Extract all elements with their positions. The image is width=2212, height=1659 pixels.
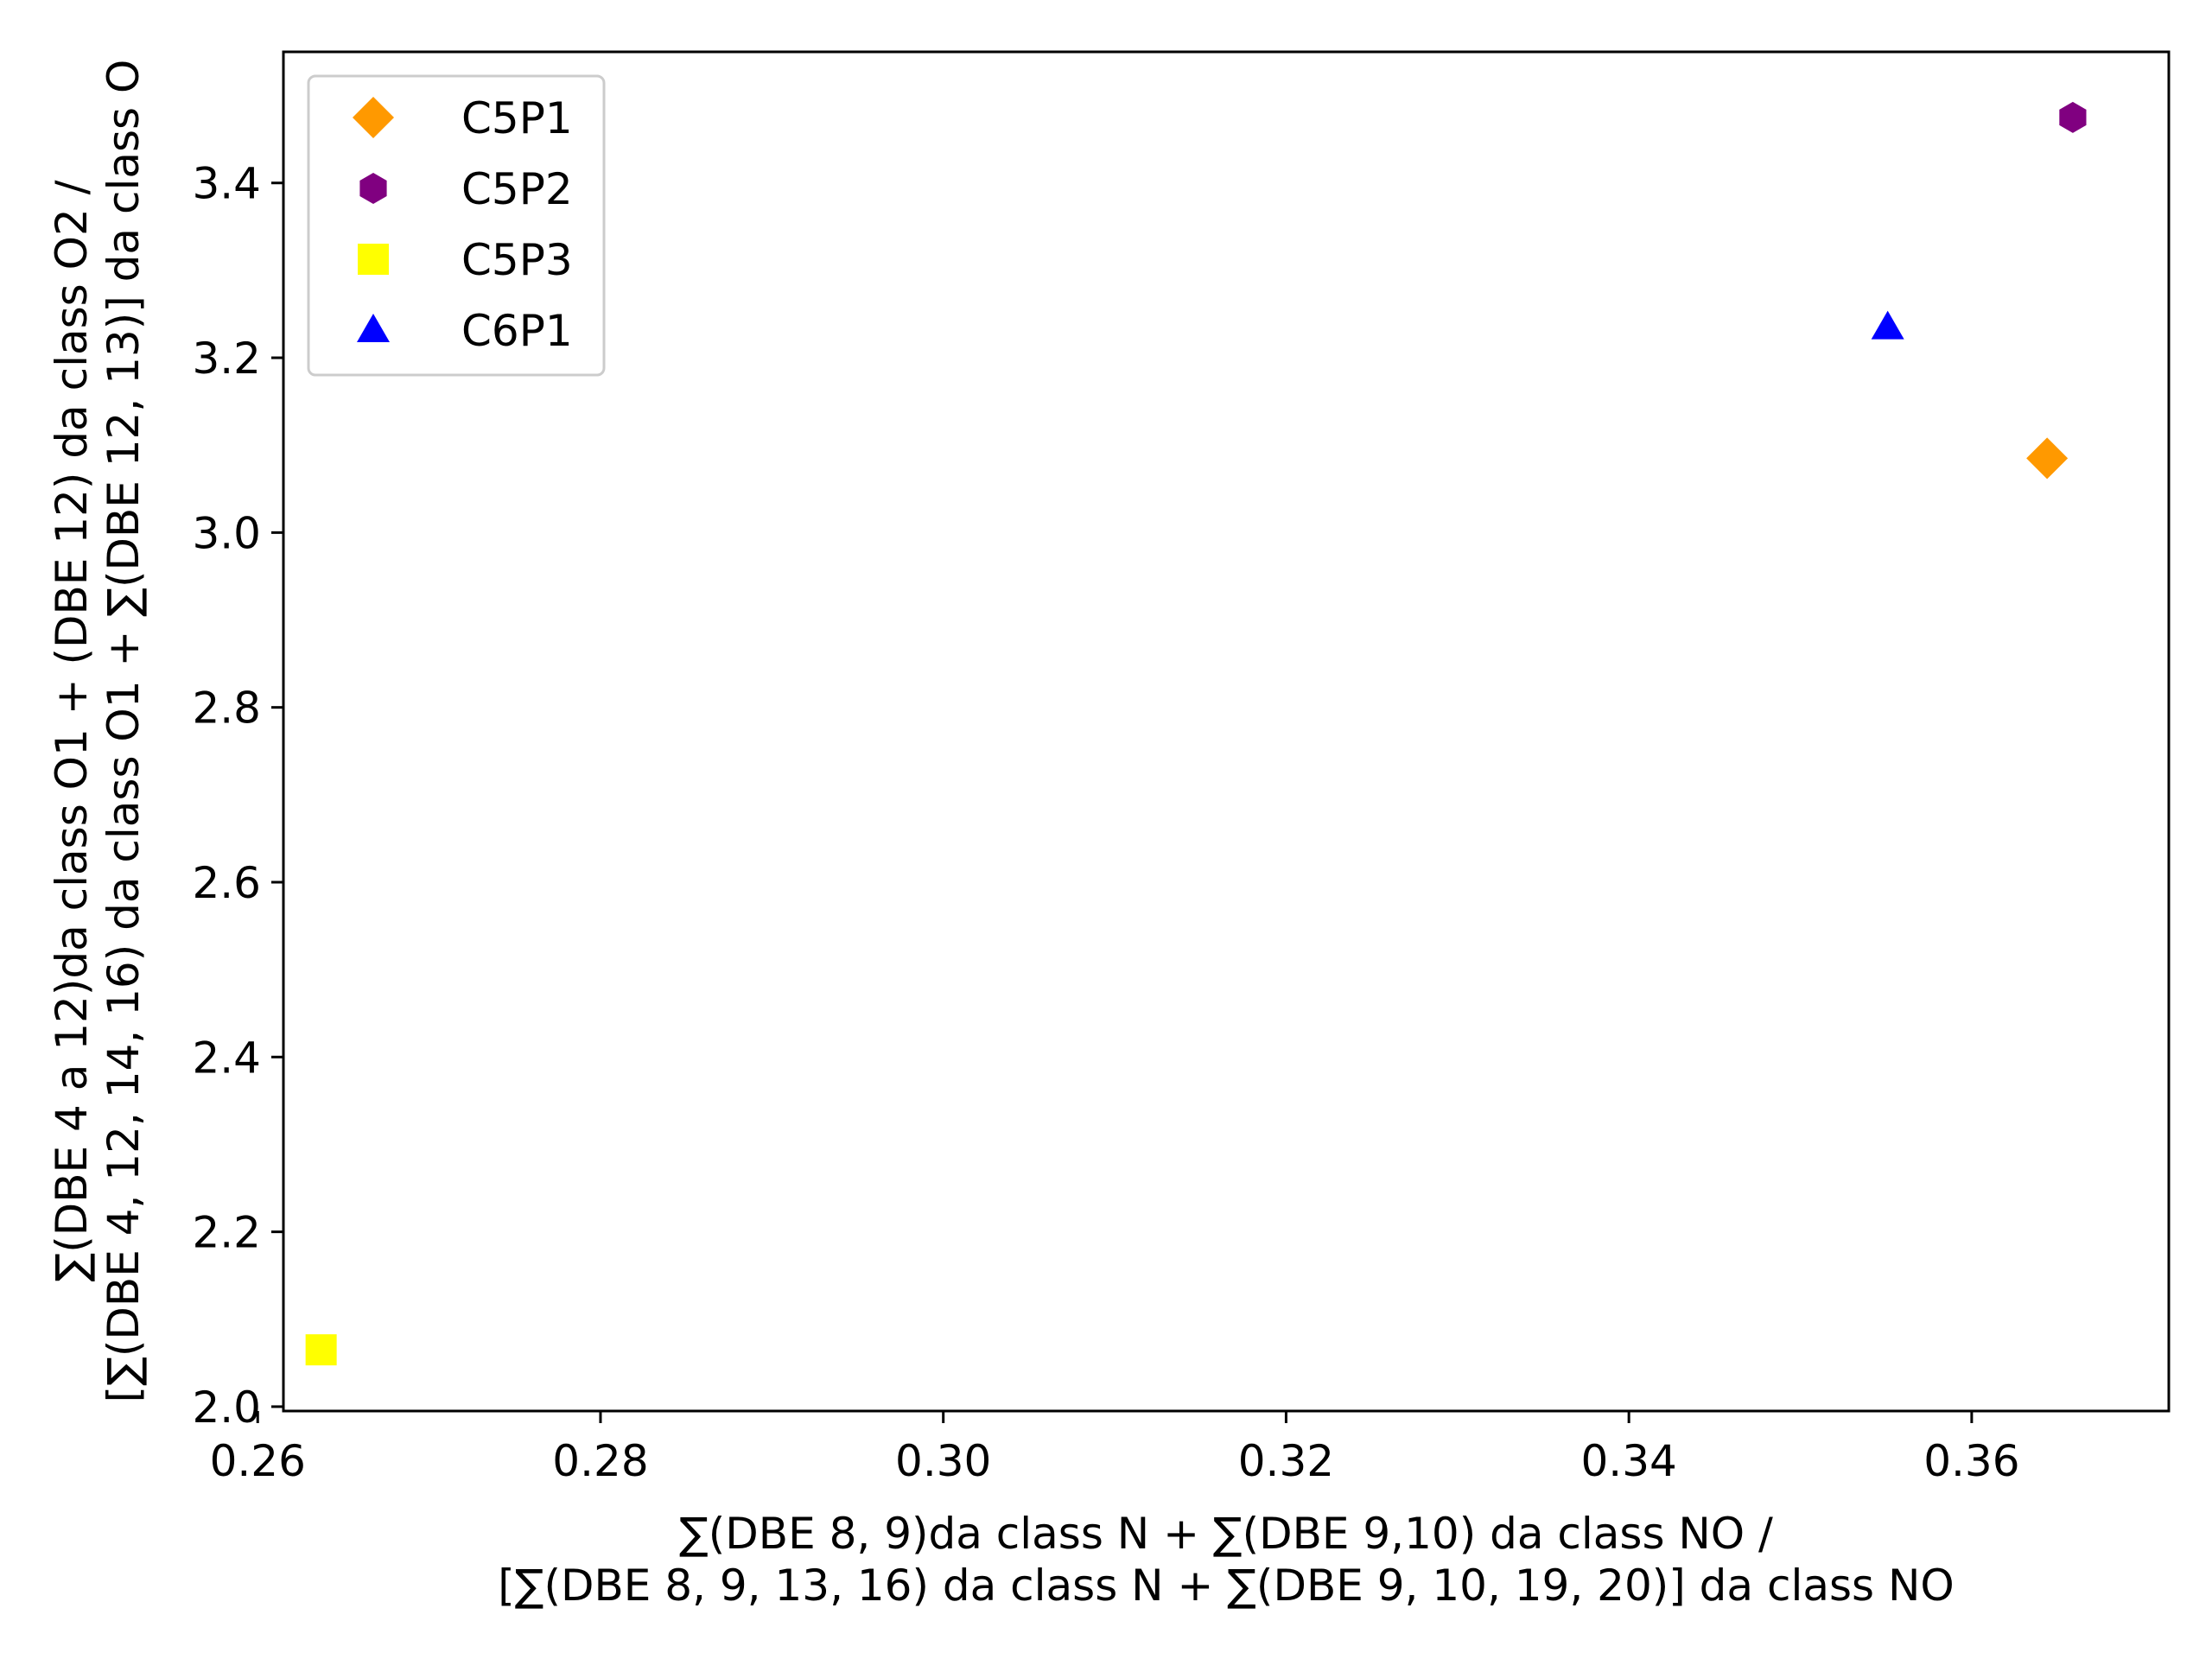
legend-marker-c5p1	[353, 97, 394, 138]
y-tick-label: 3.0	[192, 508, 261, 558]
x-tick-label: 0.30	[895, 1436, 991, 1486]
data-points	[305, 101, 2087, 1366]
legend-label: C5P3	[461, 235, 573, 285]
x-axis: 0.26 0.28 0.30 0.32 0.34 0.36	[210, 1411, 2020, 1486]
y-tick-label: 2.4	[192, 1033, 261, 1083]
x-tick-label: 0.34	[1580, 1436, 1676, 1486]
legend-label: C5P2	[461, 164, 573, 214]
legend-items: C5P1 C5P2 C5P3 C6P1	[353, 93, 573, 356]
data-point-c6p1	[1871, 310, 1904, 340]
y-tick-label: 2.2	[192, 1208, 261, 1258]
data-point-c5p3	[305, 1334, 337, 1366]
y-tick-label: 3.2	[192, 334, 261, 384]
data-point-c5p1	[2026, 437, 2069, 480]
x-tick-label: 0.32	[1238, 1436, 1334, 1486]
y-tick-label: 2.8	[192, 683, 261, 734]
y-tick-label: 3.4	[192, 159, 261, 209]
x-axis-label-line-1: ∑(DBE 8, 9)da class N + ∑(DBE 9,10) da c…	[679, 1509, 1773, 1559]
data-point-c5p2	[2059, 101, 2087, 133]
y-tick-label: 2.6	[192, 858, 261, 908]
plot-frame	[282, 50, 2171, 1413]
legend: C5P1 C5P2 C5P3 C6P1	[307, 74, 606, 377]
legend-frame	[307, 74, 606, 377]
y-axis: 2.0 2.2 2.4 2.6 2.8 3.0 3.2 3.4	[192, 159, 283, 1433]
x-tick-label: 0.28	[552, 1436, 648, 1486]
x-tick-label: 0.26	[210, 1436, 306, 1486]
x-tick-label: 0.36	[1923, 1436, 2019, 1486]
x-axis-label-line-2: [∑(DBE 8, 9, 13, 16) da class N + ∑(DBE …	[498, 1560, 1954, 1611]
legend-label: C5P1	[461, 93, 573, 143]
legend-marker-c5p3	[358, 244, 389, 275]
legend-label: C6P1	[461, 306, 573, 356]
legend-marker-c5p2	[359, 173, 387, 204]
legend-marker-c6p1	[357, 314, 390, 342]
y-tick-label: 2.0	[192, 1382, 261, 1433]
y-axis-label-line-1: ∑(DBE 4 a 12)da class O1 + (DBE 12) da c…	[47, 180, 97, 1281]
y-axis-label-line-2: [∑(DBE 4, 12, 14, 16) da class O1 + ∑(DB…	[99, 60, 149, 1403]
